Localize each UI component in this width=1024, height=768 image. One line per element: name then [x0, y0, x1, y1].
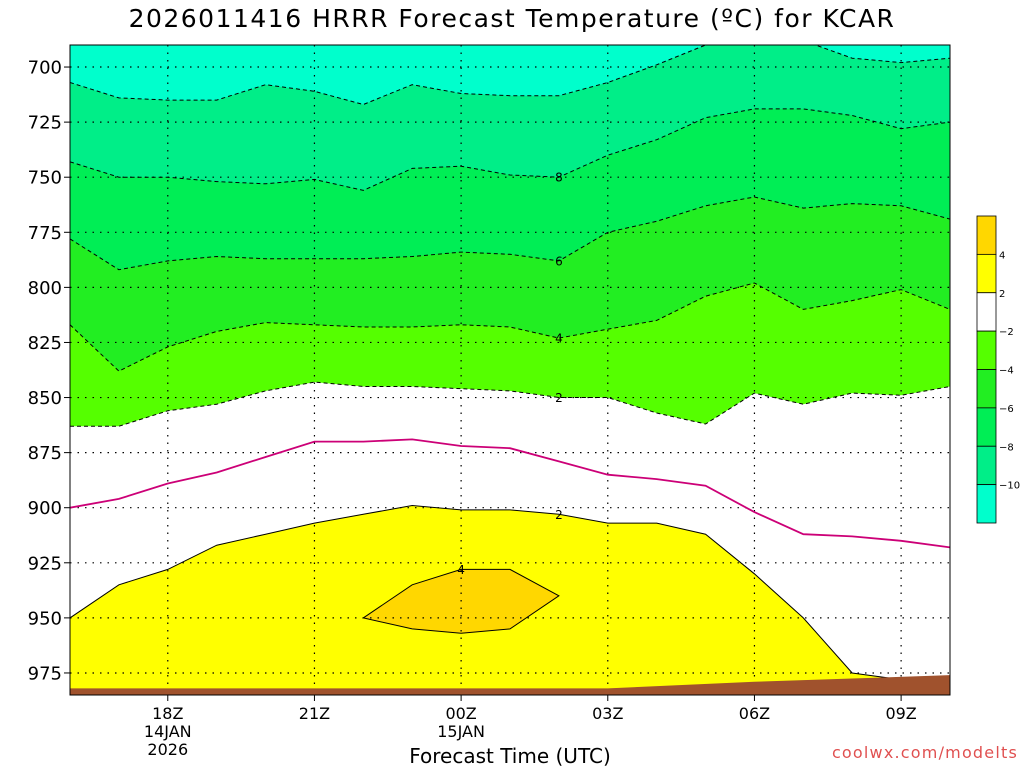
- legend-band--6: [976, 369, 997, 409]
- y-tick-label-700: 700: [28, 58, 62, 79]
- ground-layer: [70, 675, 950, 695]
- contour-line--2: [70, 381, 950, 427]
- contour-line--6: [70, 196, 950, 271]
- x-tick-label-09Z: 09Z: [885, 704, 916, 723]
- legend-band-4: [976, 215, 997, 255]
- contour-line--10: [70, 45, 950, 106]
- y-tick-label-900: 900: [28, 498, 62, 519]
- plot-frame: [69, 44, 951, 696]
- y-tick-label-950: 950: [28, 608, 62, 629]
- legend-band--2: [976, 292, 997, 332]
- color-legend: 4 2 −2 −4 −6 −8 −10: [976, 215, 1020, 524]
- contour-line--8: [70, 108, 950, 191]
- contour-line--4: [70, 282, 950, 372]
- credit-text: coolwx.com/modelts: [831, 743, 1018, 762]
- x-tick-label-00Z: 00Z: [445, 704, 476, 723]
- contour-label-4: 4: [457, 563, 465, 577]
- legend-band--8: [976, 407, 997, 447]
- legend-band--12: [976, 484, 997, 524]
- legend-band-2: [976, 253, 997, 294]
- contour-label-2: 2: [555, 508, 563, 522]
- y-tick-label-750: 750: [28, 168, 62, 189]
- legend-tick-label-1: 2: [999, 289, 1005, 300]
- legend-tick-label-4: −6: [999, 404, 1014, 415]
- contour-label--8: 8: [555, 171, 563, 185]
- contour-line-0: [70, 438, 950, 549]
- y-tick-label-875: 875: [28, 443, 62, 464]
- legend-band--4: [976, 330, 997, 370]
- legend-band--10: [976, 445, 997, 486]
- contour-label--2: 2: [555, 391, 563, 405]
- x-tick-label-03Z: 03Z: [592, 704, 623, 723]
- y-tick-label-800: 800: [28, 278, 62, 299]
- contour-line-4: [362, 568, 560, 634]
- chart-title: 2026011416 HRRR Forecast Temperature (ºC…: [128, 4, 896, 33]
- x-tick-date-00Z: 15JAN: [437, 722, 485, 741]
- legend-tick-label-2: −2: [999, 327, 1014, 338]
- legend-tick-label-0: 4: [999, 250, 1005, 261]
- y-tick-label-975: 975: [28, 663, 62, 684]
- legend-tick-label-3: −4: [999, 366, 1014, 377]
- x-tick-label-06Z: 06Z: [739, 704, 770, 723]
- y-axis: 700 725 750 775 800 825 850 875 900 925 950 975: [28, 58, 70, 684]
- legend-tick-label-6: −10: [999, 481, 1020, 492]
- y-tick-label-825: 825: [28, 333, 62, 354]
- x-tick-label-18Z: 18Z: [152, 704, 183, 723]
- y-tick-label-925: 925: [28, 553, 62, 574]
- legend-tick-label-5: −8: [999, 442, 1014, 453]
- x-tick-label-21Z: 21Z: [299, 704, 330, 723]
- contour-line-2: [70, 504, 950, 685]
- x-tick-year-18Z: 2026: [147, 740, 188, 759]
- contour-label--6: 6: [555, 254, 563, 268]
- contour-lines: 8 6 4 2 2 4: [70, 45, 950, 685]
- y-tick-label-850: 850: [28, 388, 62, 409]
- ground-fill: [70, 675, 950, 695]
- x-axis-label: Forecast Time (UTC): [409, 744, 611, 768]
- y-tick-label-775: 775: [28, 223, 62, 244]
- contour-label--4: 4: [555, 332, 563, 346]
- y-tick-label-725: 725: [28, 113, 62, 134]
- temperature-fill-bands: [70, 45, 950, 695]
- x-tick-date-18Z: 14JAN: [144, 722, 192, 741]
